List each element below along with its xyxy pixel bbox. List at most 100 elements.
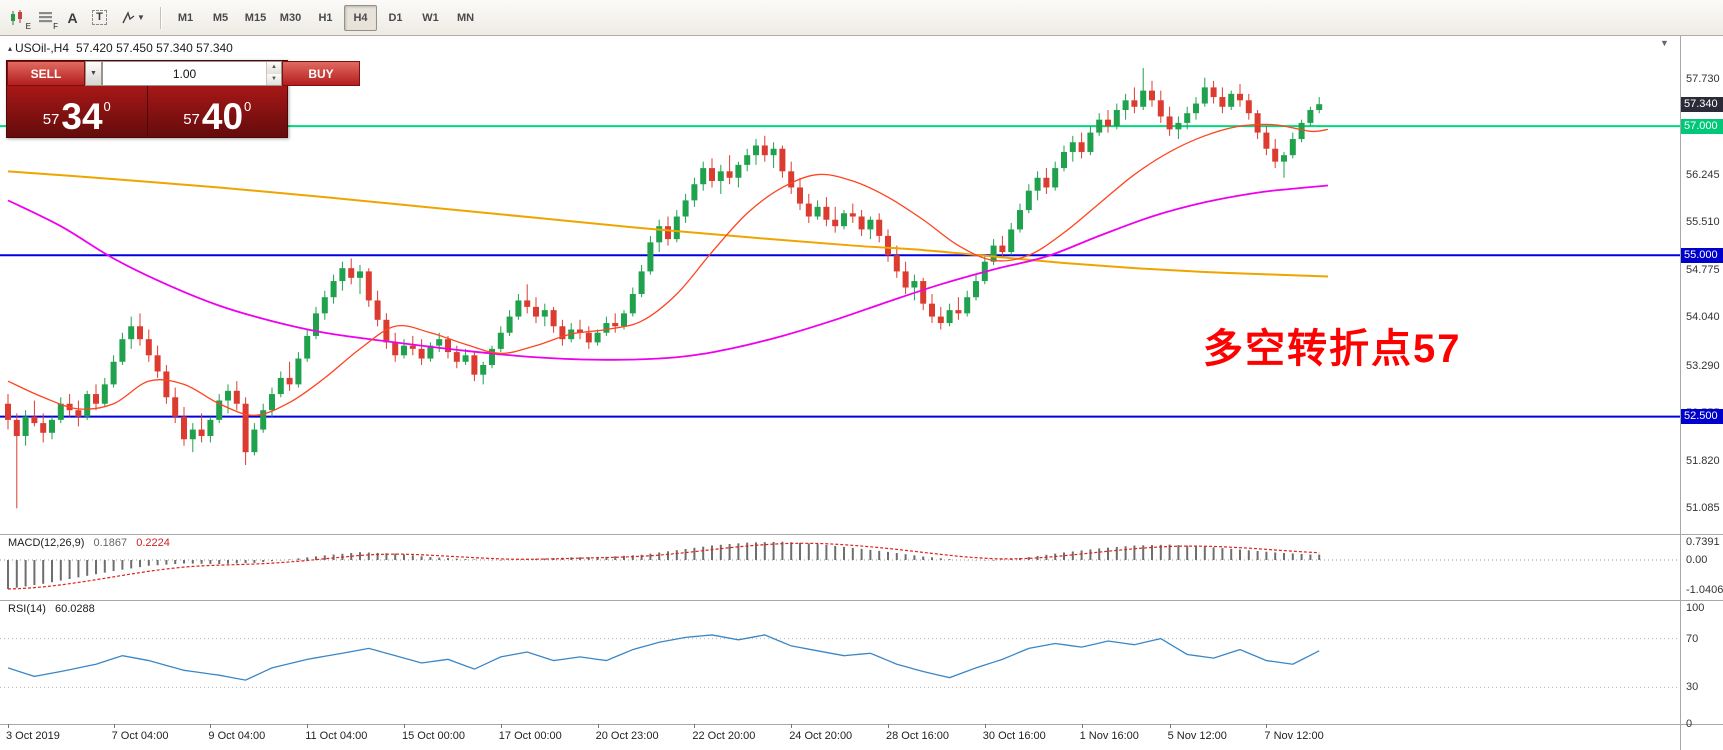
candle-body — [497, 332, 504, 349]
sell-price-display[interactable]: 57 34 0 — [7, 86, 147, 137]
candle-body — [682, 200, 689, 217]
price-label-51.820: 51.820 — [1686, 454, 1720, 467]
time-label-7 Nov 12:00: 7 Nov 12:00 — [1264, 730, 1324, 742]
time-tick — [307, 724, 309, 728]
buy-button[interactable]: BUY — [282, 61, 360, 86]
candle-body — [1219, 97, 1226, 107]
buy-price-display[interactable]: 57 40 0 — [146, 86, 288, 137]
candle-body — [1289, 139, 1296, 156]
time-tick — [1266, 724, 1268, 728]
candle-body — [691, 184, 698, 201]
candle-body — [251, 429, 258, 453]
chart-mode-icon[interactable]: E — [5, 4, 32, 31]
candle-body — [744, 155, 751, 165]
candle-body — [524, 300, 531, 307]
price-tag-57.000[interactable]: 57.000 — [1681, 118, 1723, 134]
candlestick-icon — [11, 9, 22, 25]
crosshair-icon — [122, 10, 135, 23]
candle-body — [665, 226, 671, 240]
candle-body — [93, 394, 99, 404]
price-tag-55.000[interactable]: 55.000 — [1681, 247, 1723, 263]
cursor-mode-selector[interactable]: ▼ — [113, 4, 153, 31]
pane-separator-rsi[interactable] — [0, 600, 1723, 601]
candle-body — [295, 358, 302, 385]
candle-body — [1184, 113, 1191, 123]
candle-body — [269, 394, 275, 411]
timeframe-w1[interactable]: W1 — [422, 11, 439, 24]
candle-body — [198, 429, 205, 437]
candle-body — [1298, 122, 1305, 140]
price-label-56.245: 56.245 — [1686, 168, 1720, 181]
timeframe-m5[interactable]: M5 — [212, 11, 229, 24]
candle-body — [1034, 177, 1041, 191]
candle-body — [946, 310, 953, 324]
candle-body — [779, 148, 786, 172]
volume-stepper[interactable]: ▲ ▼ — [266, 62, 281, 85]
price-tag-52.500[interactable]: 52.500 — [1681, 409, 1723, 425]
candle-body — [471, 355, 478, 375]
candle-body — [533, 306, 539, 317]
sell-button[interactable]: SELL — [7, 61, 85, 86]
candle-body — [647, 242, 654, 272]
candle-body — [885, 235, 891, 256]
pane-separator-macd[interactable] — [0, 534, 1723, 535]
chevron-down-icon: ▼ — [137, 13, 145, 22]
candle-body — [57, 403, 64, 420]
buy-price-sup: 0 — [244, 99, 252, 114]
candle-body — [911, 281, 918, 288]
candle-body — [638, 271, 645, 294]
spin-down-icon[interactable]: ▼ — [267, 73, 281, 85]
timeframe-h4[interactable]: H4 — [344, 4, 377, 31]
candle-body — [823, 206, 830, 220]
text-label-tool[interactable]: A — [59, 4, 86, 31]
candle-body — [858, 216, 865, 230]
time-label-24 Oct 20:00: 24 Oct 20:00 — [789, 730, 853, 742]
candle-body — [348, 268, 355, 278]
volume-dropdown-button[interactable]: ▼ — [85, 61, 102, 86]
chart-text-annotation[interactable]: 多空转折点57 — [1203, 327, 1462, 371]
candle-body — [849, 213, 856, 217]
candle-body — [119, 339, 126, 362]
rsi-scale-30: 30 — [1686, 681, 1699, 694]
timeframe-m15[interactable]: M15 — [244, 11, 267, 24]
time-label-9 Oct 04:00: 9 Oct 04:00 — [208, 730, 266, 742]
chart-title: ▴ USOil-,H4 57.420 57.450 57.340 57.340 — [8, 41, 233, 55]
timeframe-mn[interactable]: MN — [456, 11, 475, 24]
volume-input[interactable] — [103, 62, 266, 85]
candle-body — [137, 326, 143, 340]
spin-up-icon[interactable]: ▲ — [267, 62, 281, 74]
time-tick — [113, 724, 115, 728]
collapse-arrow-icon[interactable]: ▴ — [8, 44, 13, 53]
time-tick — [888, 724, 889, 728]
template-tool[interactable]: T — [86, 4, 113, 31]
rsi-scale-0: 0 — [1686, 718, 1693, 730]
candle-body — [207, 419, 214, 437]
candle-body — [656, 226, 663, 243]
candle-body — [225, 390, 231, 401]
price-tag-57.340[interactable]: 57.340 — [1681, 96, 1723, 112]
timeframe-m1[interactable]: M1 — [177, 11, 194, 24]
trade-controls-row: SELL ▼ ▲ ▼ BUY — [7, 61, 360, 86]
candle-body — [673, 216, 680, 240]
timeframe-d1[interactable]: D1 — [388, 11, 403, 24]
letter-t-icon: T — [92, 10, 107, 25]
candle-body — [1043, 177, 1050, 188]
toolbar: E F A T ▼ M1 M5 M15 M30 H1 H4 D1 W1 MN — [0, 0, 1723, 36]
rsi-line — [7, 634, 1320, 681]
timeframe-m30[interactable]: M30 — [279, 11, 302, 24]
candle-body — [1210, 87, 1217, 98]
price-label-55.510: 55.510 — [1686, 216, 1720, 229]
scroll-to-end-marker[interactable]: ▼ — [1660, 38, 1669, 48]
sell-price-sup: 0 — [103, 99, 111, 114]
candle-body — [330, 281, 337, 298]
time-label-5 Nov 12:00: 5 Nov 12:00 — [1167, 730, 1227, 742]
candle-body — [594, 332, 601, 343]
levels-tool-icon[interactable]: F — [32, 4, 59, 31]
time-label-15 Oct 00:00: 15 Oct 00:00 — [402, 730, 465, 742]
time-tick — [984, 724, 986, 728]
candle-body — [22, 416, 29, 437]
candle-body — [1140, 90, 1147, 107]
timeframe-h1[interactable]: H1 — [318, 11, 333, 24]
